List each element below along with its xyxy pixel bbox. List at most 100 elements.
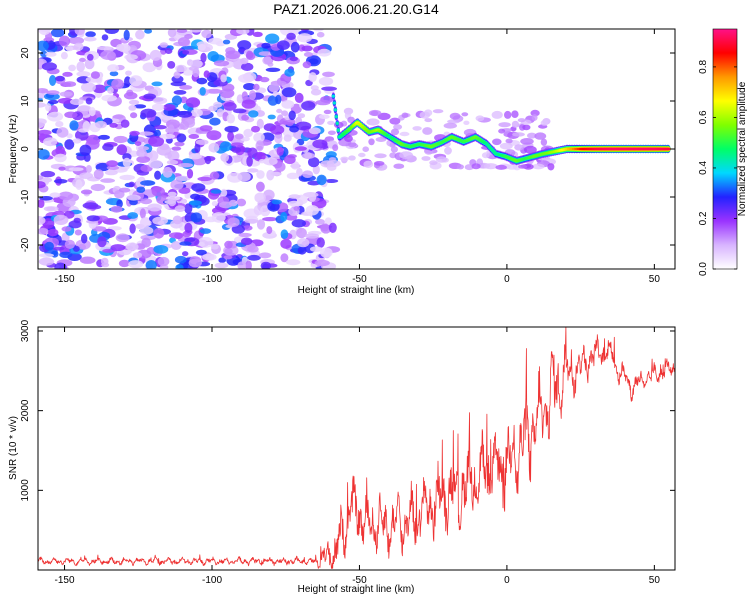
heatmap-cell: [128, 260, 144, 269]
heatmap-cell: [63, 81, 77, 87]
heatmap-cell: [302, 61, 312, 69]
heatmap-cell: [177, 163, 194, 168]
heatmap-cell: [176, 29, 188, 33]
heatmap-cell: [258, 252, 272, 259]
heatmap-cell: [289, 56, 298, 62]
heatmap-cell: [505, 138, 513, 144]
heatmap-cell: [265, 33, 280, 44]
heatmap-cell: [149, 49, 162, 61]
heatmap-cell: [147, 203, 162, 212]
heatmap-cell: [140, 217, 152, 228]
heatmap-cell: [96, 46, 113, 51]
heatmap-cell: [326, 160, 341, 167]
heatmap-cell: [213, 101, 223, 108]
heatmap-cell: [144, 29, 152, 34]
heatmap-cell: [156, 145, 172, 156]
heatmap-cell: [498, 128, 506, 134]
colorbar: 0.0 0.2 0.4 0.6 0.8 Normalized spectral ampl…: [698, 28, 748, 276]
heatmap-cell: [220, 188, 228, 197]
heatmap-cell: [284, 68, 295, 77]
heatmap-cell: [109, 71, 119, 77]
heatmap-cell: [128, 105, 137, 111]
heatmap-cell: [202, 253, 217, 261]
heatmap-cell: [222, 39, 231, 45]
heatmap-cell: [301, 101, 316, 111]
heatmap-cell: [171, 241, 182, 250]
heatmap-cell: [208, 37, 223, 45]
heatmap-cell: [73, 42, 84, 51]
heatmap-cell: [190, 193, 201, 200]
heatmap-cell: [143, 93, 156, 100]
heatmap-cell: [38, 149, 50, 160]
heatmap-cell: [127, 212, 139, 219]
heatmap-cell: [213, 60, 230, 67]
heatmap-cell: [53, 179, 68, 184]
heatmap-cell: [266, 226, 273, 235]
heatmap-cell: [236, 29, 250, 35]
heatmap-cell: [524, 145, 537, 154]
heatmap-cell: [323, 109, 332, 115]
heatmap-cell: [286, 172, 300, 180]
heatmap-cell: [53, 214, 69, 225]
heatmap-cell: [101, 34, 109, 41]
colorbar-label: Normalized spectral amplitude: [737, 81, 748, 216]
heatmap-cell: [153, 97, 168, 105]
heatmap-cell: [518, 164, 528, 169]
heatmap-cell: [75, 239, 91, 250]
heatmap-cell: [157, 256, 170, 267]
heatmap-cell: [253, 132, 265, 143]
heatmap-cell: [142, 62, 157, 73]
heatmap-cell: [184, 203, 193, 214]
heatmap-cell: [240, 57, 249, 65]
heatmap-cell: [424, 118, 433, 123]
heatmap-cell: [145, 260, 157, 269]
heatmap-cell: [107, 64, 119, 72]
heatmap-cell: [189, 59, 203, 69]
heatmap-cell: [104, 29, 119, 34]
snr-xtick-label: -100: [202, 575, 222, 586]
heatmap-cell: [308, 72, 317, 83]
heatmap-cell: [511, 120, 519, 128]
heatmap-cell: [139, 226, 154, 235]
heatmap-cell: [247, 147, 258, 158]
heatmap-cell: [218, 257, 226, 264]
heatmap-cell: [124, 54, 138, 60]
heatmap-cell: [463, 120, 470, 126]
heatmap-cell: [138, 146, 150, 151]
heatmap-cell: [532, 163, 545, 170]
colorbar-tick-label: 0.6: [698, 110, 709, 124]
heatmap-cell: [308, 157, 320, 168]
heatmap-cell: [140, 108, 157, 118]
spectrogram-ylabel: Frequency (Hz): [8, 115, 19, 184]
heatmap-cell: [288, 110, 296, 121]
heatmap-cell: [481, 152, 490, 159]
heatmap-cell: [241, 114, 250, 121]
heatmap-cell: [197, 44, 206, 51]
heatmap-cell: [254, 192, 266, 203]
heatmap-cell: [534, 132, 547, 140]
heatmap-cell: [81, 233, 88, 244]
heatmap-cell: [57, 97, 74, 104]
heatmap-cell: [159, 133, 176, 140]
heatmap-cell: [377, 112, 391, 120]
colorbar-frame: [712, 28, 738, 270]
heatmap-cell: [419, 111, 431, 119]
heatmap-cell: [373, 161, 385, 166]
heatmap-cell: [161, 115, 174, 121]
snr-xtick-label: -150: [55, 575, 75, 586]
heatmap-cell: [85, 97, 93, 105]
heatmap-cell: [281, 87, 297, 98]
spectrogram-xtick-label: -100: [202, 274, 222, 285]
spectrogram-xtick-label: -150: [55, 274, 75, 285]
heatmap-cell: [129, 130, 140, 136]
heatmap-cell: [344, 135, 353, 142]
heatmap-cell: [243, 128, 253, 138]
heatmap-cell: [234, 133, 244, 140]
heatmap-cell: [195, 249, 207, 256]
heatmap-cell: [38, 40, 49, 52]
heatmap-cell: [178, 187, 191, 194]
heatmap-cell: [38, 175, 44, 181]
heatmap-cell: [236, 94, 244, 104]
